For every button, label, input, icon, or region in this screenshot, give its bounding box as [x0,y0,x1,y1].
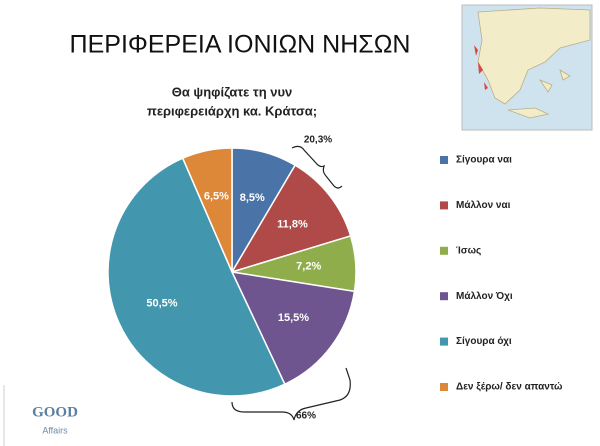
legend-swatch [440,337,448,346]
legend-swatch [440,383,448,391]
legend-label: Σίγουρα ναι [456,155,512,166]
chart-subtitle: περιφερειάρχη κα. Κράτσα; [147,103,317,118]
legend-swatch [440,201,448,210]
logo: Affairs [42,425,68,435]
data-label: 7,2% [296,261,321,273]
legend-label: Ίσως [456,245,481,256]
pie-slice [230,271,356,386]
pie-slice [107,157,286,397]
map-inset [461,4,593,131]
legend-label: Σίγουρα όχι [456,336,512,347]
data-label: 8,5% [240,192,265,204]
map-region [474,45,488,90]
map-land [507,107,550,119]
legend-swatch [440,156,448,164]
brace [291,145,343,189]
pie: 8,5% 11,8% 7,2% 15,5% 50,5% 6,5% [107,147,357,397]
chart-title: ΠΕΡΙΦΕΡΕΙΑ ΙΟΝΙΩΝ ΝΗΣΩΝ [70,31,411,59]
brace [231,367,351,421]
map-land [538,69,571,93]
legend-label: Δεν ξέρω/ δεν απαντώ [456,382,563,393]
legend-label: Μάλλον ναι [456,200,511,211]
annotation: 20,3% [304,135,332,146]
pie-slice [230,164,352,274]
data-label: 50,5% [146,298,177,310]
legend: Σίγουρα ναι Μάλλον ναι Ίσως Μάλλον Όχι Σίγου… [440,155,563,393]
data-label: 15,5% [278,312,309,324]
legend-swatch [440,246,448,255]
pie-slice [181,147,233,273]
logo: GOOD [32,404,78,420]
chart-subtitle: Θα ψηφίζατε τη νυν [172,84,293,99]
data-label: 6,5% [204,191,229,203]
legend-swatch [440,292,448,301]
annotation: 66% [296,411,316,422]
legend-label: Μάλλον Όχι [456,291,513,302]
data-label: 11,8% [277,218,308,230]
